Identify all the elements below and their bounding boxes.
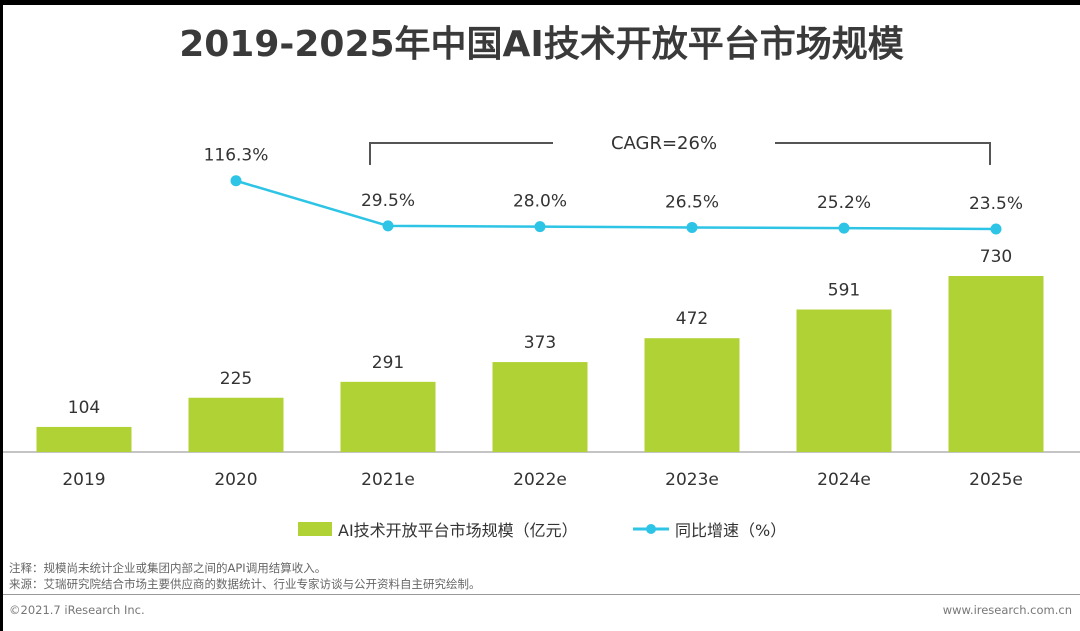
cagr-bracket [369,142,991,165]
growth-point [838,222,850,234]
bar-value-label: 373 [524,333,556,353]
bar [796,309,892,452]
legend-line-swatch [633,524,669,534]
growth-point [990,223,1002,235]
growth-point [230,175,242,187]
growth-label: 28.0% [513,192,567,212]
growth-label: 116.3% [204,146,269,166]
cagr-label: CAGR=26% [611,133,717,154]
growth-label: 25.2% [817,193,871,213]
copyright: ©2021.7 iResearch Inc. [9,603,145,617]
bar [36,426,132,452]
legend-bar: AI技术开放平台市场规模（亿元） [298,517,578,541]
growth-point [686,221,698,233]
bar-value-label: 104 [68,398,100,418]
chart-title: 2019-2025年中国AI技术开放平台市场规模 [179,24,904,65]
chart-page: 2019-2025年中国AI技术开放平台市场规模 104 2019 225 2020 2… [3,5,1080,631]
source-line: 来源：艾瑞研究院结合市场主要供应商的数据统计、行业专家访谈与公开资料自主研究绘制… [9,577,481,591]
website: www.iresearch.com.cn [942,603,1072,617]
x-tick-label: 2023e [665,470,719,490]
growth-line [235,179,997,231]
bar [492,362,588,452]
x-tick-label: 2019 [62,470,105,490]
bar [948,276,1044,452]
x-tick-label: 2020 [214,470,257,490]
bar-value-label: 730 [980,247,1012,267]
bar-value-label: 472 [676,309,708,329]
growth-point [382,220,394,232]
bar-value-label: 225 [220,369,252,389]
legend-line-label: 同比增速（%） [675,521,787,540]
bar-value-label: 591 [828,281,860,301]
legend-line: 同比增速（%） [633,517,786,541]
x-tick-label: 2024e [817,470,871,490]
chart-canvas: 104 2019 225 2020 291 2021e 373 2022e 472 2023e 59… [3,133,1080,490]
growth-label: 23.5% [969,194,1023,214]
legend-bar-label: AI技术开放平台市场规模（亿元） [338,521,578,540]
x-tick-label: 2022e [513,470,567,490]
bar-value-label: 291 [372,353,404,373]
x-tick-label: 2021e [361,470,415,490]
growth-label: 26.5% [665,192,719,212]
footer-divider [3,594,1080,595]
bar [644,338,740,452]
bar [188,397,284,452]
legend-bar-swatch [298,522,332,536]
note-line: 注释：规模尚未统计企业或集团内部之间的API调用结算收入。 [9,561,327,575]
x-tick-label: 2025e [969,470,1023,490]
bar [340,381,436,452]
growth-point [534,221,546,233]
growth-label: 29.5% [361,191,415,211]
